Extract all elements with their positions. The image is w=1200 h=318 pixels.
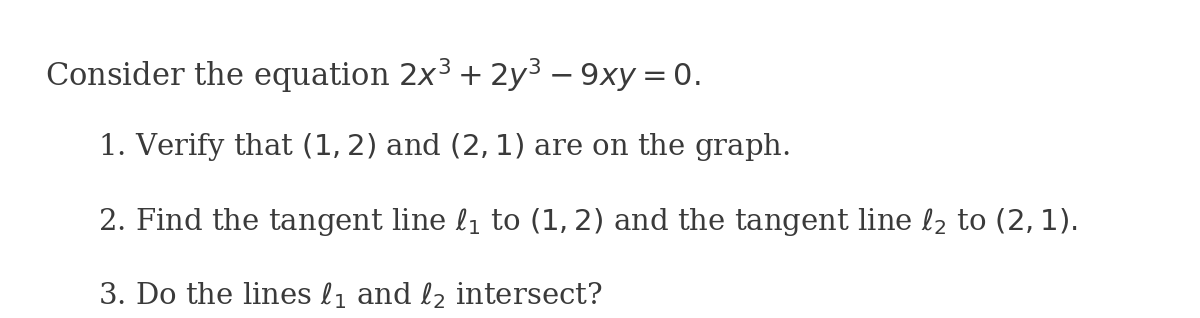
Text: 1. Verify that $(1, 2)$ and $(2, 1)$ are on the graph.: 1. Verify that $(1, 2)$ and $(2, 1)$ are… (98, 131, 790, 163)
Text: 3. Do the lines $\ell_1$ and $\ell_2$ intersect?: 3. Do the lines $\ell_1$ and $\ell_2$ in… (98, 281, 602, 311)
Text: 2. Find the tangent line $\ell_1$ to $(1, 2)$ and the tangent line $\ell_2$ to $: 2. Find the tangent line $\ell_1$ to $(1… (98, 206, 1078, 238)
Text: Consider the equation $2x^3 + 2y^3 - 9xy = 0.$: Consider the equation $2x^3 + 2y^3 - 9xy… (46, 57, 701, 96)
